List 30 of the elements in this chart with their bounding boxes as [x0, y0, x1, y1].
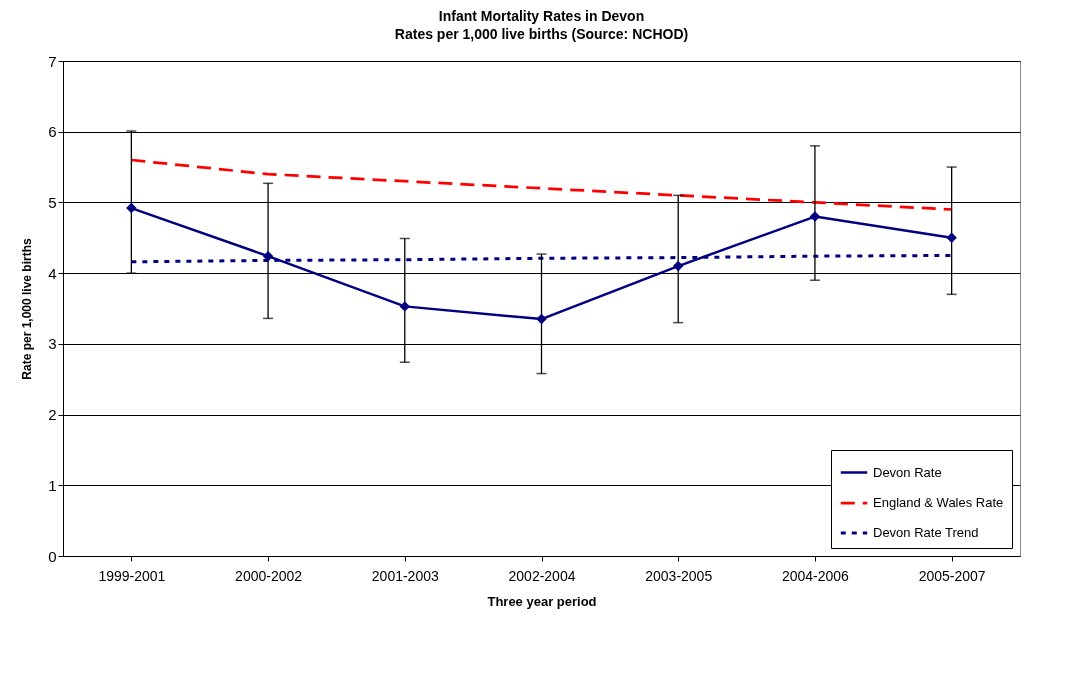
- y-tick-label: 4: [48, 264, 57, 282]
- y-tick-label: 0: [48, 547, 57, 565]
- point: [262, 250, 274, 262]
- y-tick-label: 2: [48, 406, 57, 424]
- y-tick-label: 1: [48, 476, 57, 494]
- x-tick-label: 2005-2007: [918, 567, 986, 584]
- x-tick-label: 2000-2002: [235, 567, 303, 584]
- point: [946, 232, 957, 244]
- line-series: [129, 158, 954, 211]
- y-axis-title: Rate per 1,000 live births: [20, 237, 35, 380]
- x-tick-label: 2001-2003: [371, 567, 439, 584]
- legend-label: Devon Rate Trend: [873, 525, 979, 540]
- x-tick-label: 2003-2005: [645, 567, 713, 584]
- point: [809, 211, 821, 222]
- point: [399, 301, 411, 312]
- y-tick-label: 7: [48, 52, 57, 70]
- point: [536, 313, 547, 325]
- x-tick-label: 1999-2001: [98, 567, 166, 584]
- y-tick-label: 3: [48, 335, 57, 353]
- legend-label: England & Wales Rate: [873, 495, 1004, 510]
- x-axis-title: Three year period: [487, 593, 597, 609]
- point: [672, 260, 684, 272]
- chart-title: Infant Mortality Rates in Devon: [438, 8, 645, 24]
- legend-label: Devon Rate: [873, 464, 942, 480]
- x-tick-label: 2004-2006: [781, 567, 850, 584]
- point: [126, 202, 137, 214]
- y-tick-label: 5: [48, 193, 57, 211]
- y-tick-label: 6: [48, 123, 57, 141]
- x-tick-label: 2002-2004: [508, 567, 576, 584]
- chart-subtitle: Rates per 1,000 live births (Source: NCHOD): [394, 26, 689, 42]
